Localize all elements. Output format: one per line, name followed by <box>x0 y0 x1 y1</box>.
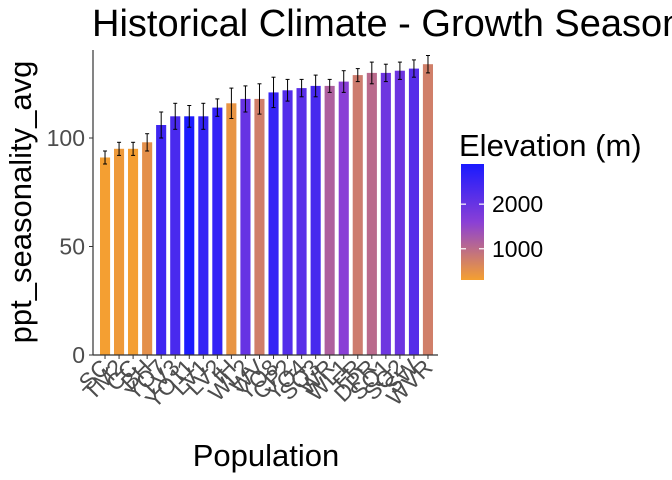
bar-CP2 <box>282 90 293 356</box>
bar-SC <box>100 157 111 355</box>
bar-LV1 <box>198 116 209 355</box>
legend-ticks: 1000 2000 <box>461 191 543 262</box>
bar-YO8 <box>268 92 279 356</box>
bar-SQ2 <box>394 70 405 355</box>
bar-WL1 <box>338 81 349 355</box>
bar-SQ1 <box>380 72 391 356</box>
legend-colorbar <box>461 164 484 280</box>
y-tick-label-100: 100 <box>47 125 85 151</box>
legend: Elevation (m) 1000 2000 <box>459 128 642 280</box>
bar-CC <box>128 148 139 355</box>
bar-LV3 <box>170 116 181 355</box>
bar-YO7 <box>156 125 167 355</box>
x-axis-title: Population <box>193 438 340 473</box>
y-axis-ticks: 0 50 100 <box>47 125 93 368</box>
legend-tick-label-1000: 1000 <box>492 236 543 262</box>
bar-WL2 <box>240 98 251 356</box>
y-axis-title: ppt_seasonality_avg <box>3 61 38 344</box>
y-tick-label-50: 50 <box>59 234 85 260</box>
plot-area <box>100 55 433 356</box>
legend-title: Elevation (m) <box>459 128 642 163</box>
x-axis-ticks: SCTM2CCBHYO7LV3YO11LV1LV2IHWL2WVYO8CP2YO… <box>74 354 438 413</box>
bar-WR <box>324 85 335 356</box>
y-tick-label-0: 0 <box>72 342 85 368</box>
bar-IH <box>226 103 237 355</box>
legend-tick-label-2000: 2000 <box>492 191 543 217</box>
bar-SQ3 <box>310 85 321 356</box>
bar-LV2 <box>212 107 223 355</box>
bar-SW <box>408 68 419 355</box>
chart-title: Historical Climate - Growth Season <box>92 3 672 45</box>
bar-WV <box>254 98 265 356</box>
bar-TM2 <box>114 148 125 355</box>
bar-FR <box>352 75 363 355</box>
bar-BH <box>142 142 153 355</box>
bar-YO4 <box>296 88 307 355</box>
bar-DPR <box>366 72 377 356</box>
bar-YO11 <box>184 116 195 355</box>
bar-WVR <box>422 64 433 355</box>
